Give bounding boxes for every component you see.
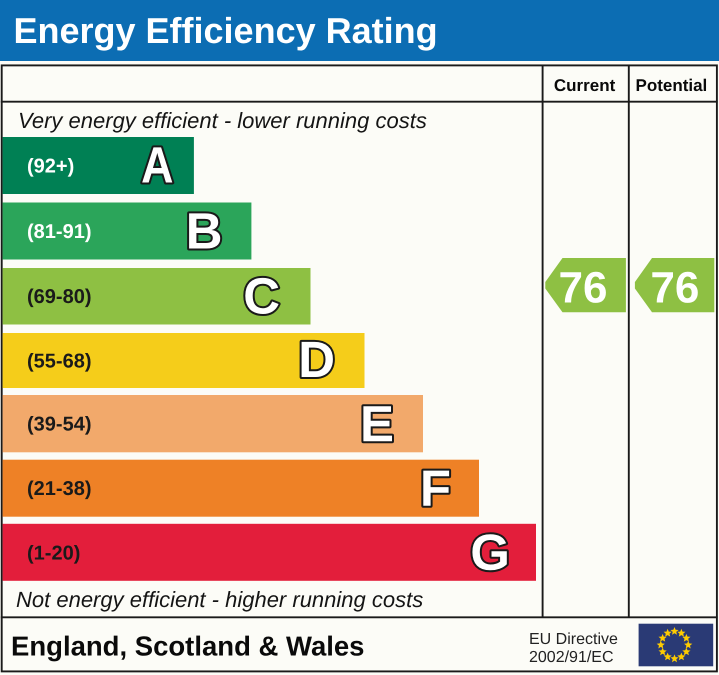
svg-text:EU Directive: EU Directive: [529, 631, 618, 648]
svg-text:Current: Current: [554, 76, 616, 95]
svg-text:(92+): (92+): [27, 156, 74, 178]
svg-text:(39-54): (39-54): [27, 414, 91, 436]
svg-text:(21-38): (21-38): [27, 478, 91, 500]
svg-text:Very energy efficient - lower: Very energy efficient - lower running co…: [18, 108, 427, 133]
svg-text:(69-80): (69-80): [27, 286, 91, 308]
svg-text:(1-20): (1-20): [27, 542, 80, 564]
svg-text:(55-68): (55-68): [27, 351, 91, 373]
svg-text:Not energy efficient - higher: Not energy efficient - higher running co…: [16, 587, 423, 612]
svg-text:(81-91): (81-91): [27, 221, 91, 243]
svg-text:Potential: Potential: [636, 76, 708, 95]
svg-text:England, Scotland & Wales: England, Scotland & Wales: [11, 630, 364, 661]
svg-text:2002/91/EC: 2002/91/EC: [529, 649, 614, 666]
svg-text:Energy Efficiency Rating: Energy Efficiency Rating: [14, 10, 438, 51]
